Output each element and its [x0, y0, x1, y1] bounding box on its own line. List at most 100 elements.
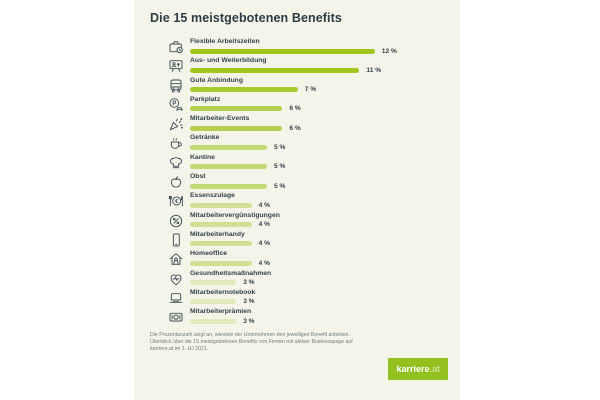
benefit-value: 4 % [258, 259, 270, 267]
benefit-label: Flexible Arbeitszeiten [190, 38, 260, 45]
benefit-content: Mitarbeiternotebook 3 % [190, 289, 450, 305]
benefit-value: 3 % [243, 298, 255, 306]
logo-suffix: .at [429, 364, 440, 374]
benefit-label: Mitarbeiternotebook [190, 288, 256, 296]
benefit-bar [190, 67, 360, 73]
benefit-value: 5 % [274, 143, 286, 151]
chef-hat-icon [168, 155, 184, 171]
benefit-value: 4 % [258, 240, 270, 248]
benefit-bar-row: 7 % [190, 86, 450, 94]
benefit-content: Gute Anbindung 7 % [190, 77, 450, 93]
benefit-row: Gesundheitsmaßnahmen 3 % [150, 270, 450, 289]
benefit-label: Mitarbeitervergünstigungen [190, 211, 280, 219]
footnote-line: karriere.at im 1. HJ 2021. [150, 345, 209, 352]
benefit-bar [190, 260, 252, 266]
benefit-bar [190, 106, 283, 112]
benefit-content: Getränke 5 % [190, 134, 450, 151]
benefit-bar-row: 3 % [190, 298, 450, 306]
benefit-value: 3 % [243, 279, 255, 287]
benefit-label: Mitarbeiterprämien [190, 308, 252, 316]
benefit-label: Kantine [190, 153, 215, 161]
parking-icon: P [168, 97, 184, 113]
karriere-logo: karriere .at [388, 358, 448, 380]
benefit-bar [190, 183, 267, 189]
benefit-label: Mitarbeiterhandy [190, 230, 245, 238]
benefit-content: Essenszulage 4 % [190, 192, 450, 209]
footnote-line: Überblick über die 15 meistgebotenen Ben… [150, 338, 353, 345]
benefit-bar [190, 202, 252, 208]
page-title: Die 15 meistgebotenen Benefits [150, 11, 342, 25]
benefit-bar [190, 318, 237, 324]
benefit-content: Aus- und Weiterbildung 11 % [190, 57, 450, 74]
benefit-row: Gute Anbindung 7 % [150, 77, 450, 96]
benefit-bar-row: 12 % [190, 47, 450, 55]
footnote-line: Die Prozentanzahl zeigt an, wieviele der… [150, 332, 350, 338]
benefit-label: Aus- und Weiterbildung [190, 57, 267, 65]
benefit-value: 6 % [289, 124, 301, 132]
drinks-icon [168, 135, 184, 151]
benefit-value: 4 % [258, 201, 270, 209]
benefit-row: Aus- und Weiterbildung 11 % [150, 57, 450, 76]
benefit-bar [190, 299, 237, 305]
benefit-label: Mitarbeiter-Events [190, 115, 250, 123]
benefit-row: Flexible Arbeitszeiten 12 % [150, 38, 450, 57]
benefit-row: P Parkplatz 6 % [150, 96, 450, 115]
benefit-bar-row: 5 % [190, 143, 450, 151]
benefit-label: Gute Anbindung [190, 76, 243, 84]
benefit-label: Homeoffice [190, 250, 228, 258]
benefit-content: Homeoffice 4 % [190, 250, 450, 267]
benefit-bar [190, 125, 283, 131]
benefit-bar-row: 6 % [190, 105, 450, 113]
benefit-content: Mitarbeiterhandy 4 % [190, 231, 450, 247]
homeoffice-icon [168, 251, 184, 267]
phone-icon [168, 232, 184, 248]
benefit-row: Mitarbeiterhandy 4 % [150, 231, 450, 250]
benefit-row: Mitarbeiterprämien 3 % [150, 308, 450, 327]
percent-icon [168, 213, 184, 229]
benefit-content: Gesundheitsmaßnahmen 3 % [190, 270, 450, 286]
benefits-list: Flexible Arbeitszeiten 12 % Aus- und Wei… [150, 38, 450, 327]
benefit-value: 6 % [289, 105, 301, 113]
benefit-content: Mitarbeiterprämien 3 % [190, 308, 450, 325]
benefit-bar-row: 4 % [190, 221, 450, 228]
benefit-row: Mitarbeitervergünstigungen 4 % [150, 212, 450, 231]
benefit-value: 3 % [243, 317, 255, 325]
benefit-bar-row: 3 % [190, 279, 450, 287]
laptop-icon [168, 290, 184, 306]
svg-text:P: P [172, 101, 176, 107]
benefit-label: Essenszulage [190, 192, 235, 200]
svg-text:€: € [175, 199, 179, 205]
benefit-bar-row: 4 % [190, 201, 450, 209]
benefit-value: 12 % [381, 47, 397, 55]
benefit-bar-row: 5 % [190, 163, 450, 171]
benefit-value: 5 % [274, 163, 286, 171]
briefcase-clock-icon [168, 39, 184, 55]
benefit-bar-row: 11 % [190, 66, 450, 74]
benefit-bar [190, 87, 298, 93]
benefit-bar-row: 3 % [190, 317, 450, 325]
benefit-row: Homeoffice 4 % [150, 250, 450, 269]
benefit-bar-row: 4 % [190, 259, 450, 267]
benefit-value: 7 % [304, 86, 317, 94]
benefit-bar [190, 164, 267, 170]
health-heart-icon [168, 271, 184, 287]
party-icon [168, 116, 184, 132]
benefit-value: 5 % [274, 182, 286, 190]
benefit-bar-row: 4 % [190, 240, 450, 248]
infographic-card: Die 15 meistgebotenen Benefits Flexible … [134, 0, 460, 400]
benefit-label: Parkplatz [190, 95, 221, 103]
benefit-value: 11 % [366, 66, 382, 74]
benefit-bar [190, 48, 375, 54]
benefit-bar [190, 144, 267, 150]
benefit-content: Mitarbeiter-Events 6 % [190, 115, 450, 132]
benefit-content: Mitarbeitervergünstigungen 4 % [190, 212, 450, 228]
benefit-bar-row: 5 % [190, 182, 450, 190]
benefit-row: Getränke 5 % [150, 134, 450, 153]
logo-text: karriere [396, 364, 430, 374]
benefit-content: Parkplatz 6 % [190, 96, 450, 112]
benefit-label: Obst [190, 173, 206, 181]
money-icon [168, 309, 184, 325]
benefit-row: Mitarbeiternotebook 3 % [150, 289, 450, 308]
benefit-bar [190, 280, 237, 286]
